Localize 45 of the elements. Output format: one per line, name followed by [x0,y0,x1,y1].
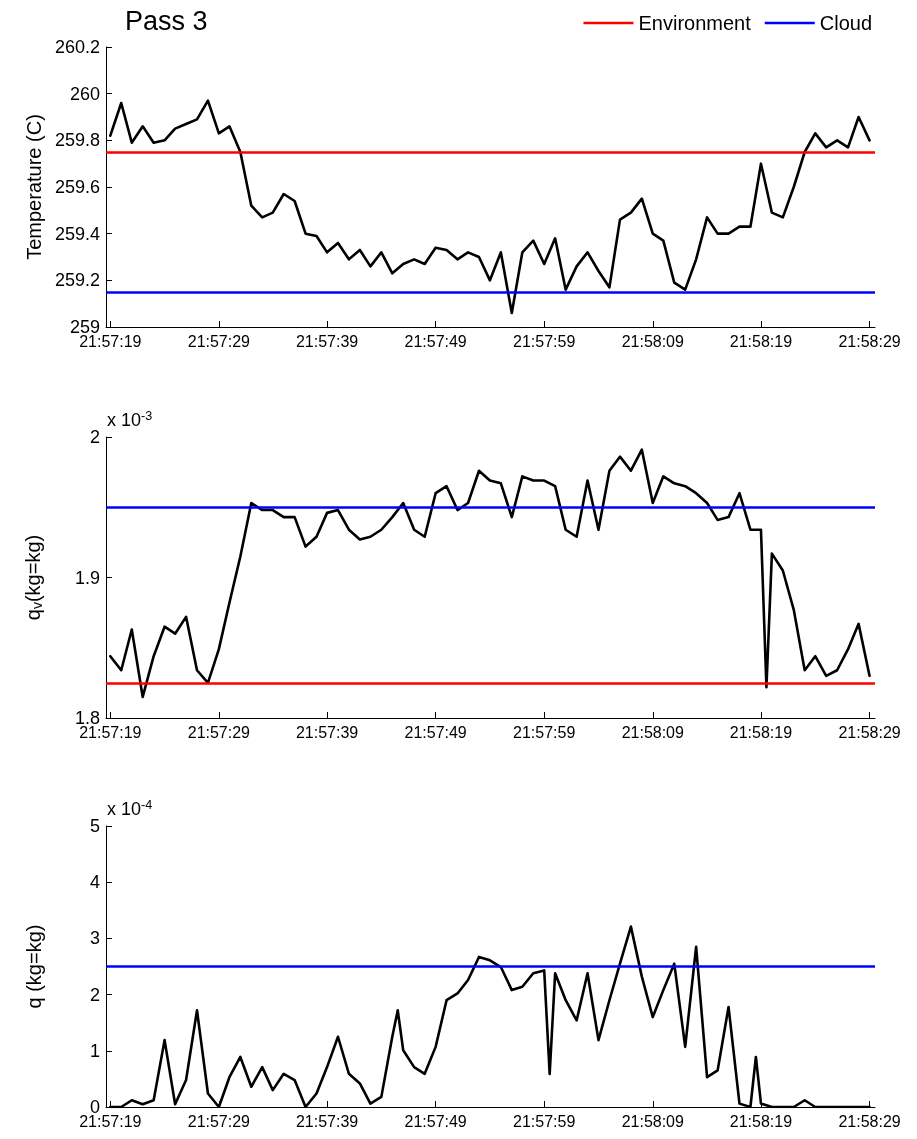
x-tick-label: 21:57:39 [295,723,359,741]
x-tick-label: 21:57:49 [404,1112,467,1130]
y-tick-label: 2 [89,427,100,447]
y-tick-label: 2 [89,984,100,1005]
x-tick-label: 21:58:29 [838,1112,901,1130]
y-axis-title: q (kg=kg) [23,924,45,1009]
y-tick-label: 1.9 [74,567,100,588]
y-tick-label: 260.2 [54,37,100,57]
y-tick-label: 260 [69,83,100,104]
x-tick-label: 21:57:19 [79,723,142,741]
x-tick-label: 21:58:19 [729,1112,793,1130]
legend-label: Environment [638,12,752,34]
x-tick-label: 21:57:29 [187,723,251,741]
x-tick-label: 21:57:59 [513,1112,576,1130]
x-tick-label: 21:58:09 [621,723,685,741]
x-tick-label: 21:58:09 [621,1112,685,1130]
y-tick-label: 259.6 [54,177,100,197]
y-axis-title: Temperature (C) [23,114,45,260]
y-tick-label: 4 [89,872,100,893]
y-tick-label: 1 [89,1040,100,1061]
x-tick-label: 21:58:29 [838,332,901,350]
y-axis-title: qv(kg=kg) [21,534,45,621]
y-tick-label: 259.4 [54,223,100,244]
line-series [109,99,871,315]
x-tick-label: 21:58:29 [838,723,901,741]
x-tick-label: 21:57:19 [79,1112,142,1130]
x-tick-label: 21:57:59 [513,332,576,350]
x-tick-label: 21:57:49 [404,723,467,741]
x-tick-label: 21:57:39 [295,332,359,350]
chart-title: Pass 3 [125,5,208,36]
x-tick-label: 21:57:29 [187,332,251,350]
x-tick-label: 21:57:19 [79,332,142,350]
x-tick-label: 21:58:09 [621,332,685,350]
x-tick-label: 21:57:49 [404,332,467,350]
y-tick-label: 5 [89,816,100,836]
x-tick-label: 21:58:19 [729,723,793,741]
x-tick-label: 21:57:59 [513,723,576,741]
x-tick-label: 21:57:39 [295,1112,359,1130]
y-tick-label: 259.2 [54,270,100,291]
line-series [109,448,871,699]
y-tick-label: 259.8 [54,130,100,151]
y-tick-label: 3 [89,928,100,949]
x-tick-label: 21:58:19 [729,332,793,350]
legend-label: Cloud [819,12,873,34]
x-tick-label: 21:57:29 [187,1112,251,1130]
